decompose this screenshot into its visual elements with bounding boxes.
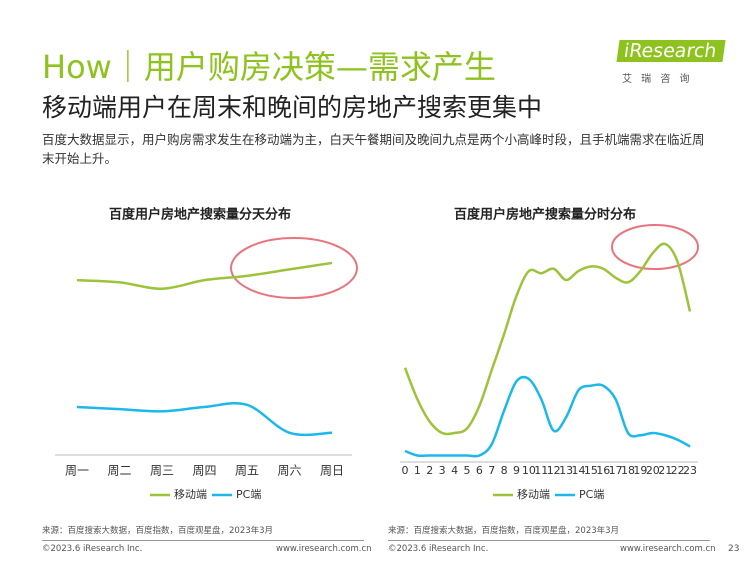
highlight-ellipse (230, 237, 358, 299)
x-tick-label: 13 (559, 464, 573, 477)
copyright: ©2023.6 iResearch Inc. (388, 544, 489, 554)
x-tick-label: 10 (522, 464, 536, 477)
x-tick-label: 14 (571, 464, 585, 477)
divider (42, 540, 364, 541)
x-tick-label: 20 (646, 464, 660, 477)
url: www.iresearch.com.cn (276, 544, 372, 554)
x-tick-label: 11 (534, 464, 548, 477)
legend-label: 移动端 (517, 488, 550, 501)
x-tick-label: 周四 (192, 464, 216, 478)
slide-title: How｜用户购房决策—需求产生 (42, 48, 496, 86)
x-tick-label: 周二 (107, 464, 131, 478)
series-line (76, 401, 333, 437)
x-tick-label: 周五 (235, 464, 259, 478)
x-tick-label: 5 (463, 464, 470, 477)
url: www.iresearch.com.cn (620, 544, 716, 554)
page-number: 23 (728, 544, 740, 554)
legend-label: PC端 (579, 488, 604, 501)
x-tick-label: 23 (683, 464, 697, 477)
source: 来源：百度搜索大数据，百度指数，百度观星盘，2023年3月 (42, 526, 274, 536)
x-tick-label: 周三 (150, 464, 174, 478)
copyright: ©2023.6 iResearch Inc. (42, 544, 143, 554)
series-line (403, 242, 692, 436)
x-tick-label: 8 (501, 464, 508, 477)
x-tick-label: 周六 (277, 464, 301, 478)
x-tick-label: 19 (633, 464, 647, 477)
highlight-ellipse (611, 224, 699, 270)
slide-subtitle: 移动端用户在周末和晚间的房地产搜索更集中 (42, 93, 543, 122)
legend-label: PC端 (236, 488, 261, 501)
x-tick-label: 22 (671, 464, 685, 477)
x-tick-label: 2 (426, 464, 433, 477)
legend-label: 移动端 (174, 488, 207, 501)
x-tick-label: 16 (596, 464, 610, 477)
x-tick-label: 3 (439, 464, 446, 477)
logo-cn: 艾 瑞 咨 询 (622, 74, 693, 85)
chart-title: 百度用户房地产搜索量分天分布 (109, 207, 291, 223)
x-tick-label: 周日 (320, 464, 344, 478)
x-tick-label: 12 (547, 464, 561, 477)
series-line (76, 261, 333, 291)
source: 来源：百度搜索大数据，百度指数，百度观星盘，2023年3月 (388, 526, 620, 536)
x-tick-label: 4 (451, 464, 458, 477)
divider (388, 540, 710, 541)
series-line (404, 375, 691, 458)
x-tick-label: 7 (488, 464, 495, 477)
description: 百度大数据显示，用户购房需求发生在移动端为主，白天午餐期间及晚间九点是两个小高峰… (42, 132, 705, 166)
chart-title: 百度用户房地产搜索量分时分布 (454, 207, 636, 223)
x-tick-label: 1 (414, 464, 421, 477)
x-tick-label: 21 (658, 464, 672, 477)
x-tick-label: 15 (584, 464, 598, 477)
x-tick-label: 0 (402, 464, 409, 477)
x-tick-label: 周一 (65, 464, 89, 478)
x-tick-label: 17 (609, 464, 623, 477)
x-tick-label: 6 (476, 464, 483, 477)
x-tick-label: 18 (621, 464, 635, 477)
x-tick-label: 9 (513, 464, 520, 477)
